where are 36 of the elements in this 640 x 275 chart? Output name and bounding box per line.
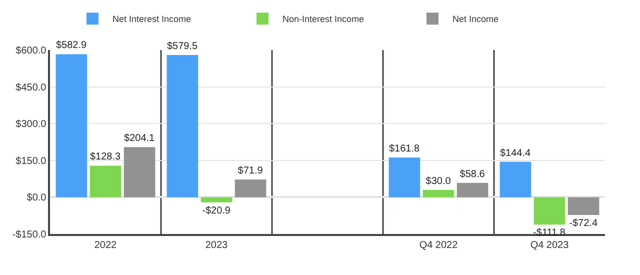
- bar: [500, 162, 532, 198]
- data-label: $579.5: [166, 41, 198, 52]
- data-label: $161.8: [388, 144, 420, 155]
- bar: [124, 147, 156, 198]
- bar: [166, 55, 198, 198]
- x-tick-label: Q4 2023: [530, 240, 570, 251]
- bar: [534, 197, 566, 225]
- bar: [90, 166, 122, 198]
- bar: [234, 180, 266, 198]
- y-tick-label: $300.0: [16, 119, 47, 130]
- data-label: $71.9: [238, 166, 264, 177]
- legend-label: Net Interest Income: [112, 14, 192, 24]
- y-tick-label: $0.0: [26, 192, 47, 204]
- legend-label: Net Income: [452, 14, 499, 24]
- data-label: $144.4: [500, 148, 531, 159]
- x-tick-label: Q4 2022: [419, 240, 458, 251]
- x-tick-label: 2022: [94, 240, 118, 251]
- legend-label: Non-Interest Income: [282, 14, 364, 24]
- data-label: $582.9: [56, 40, 87, 52]
- data-label: -$72.4: [569, 218, 598, 229]
- y-tick-label: $450.0: [16, 82, 47, 94]
- y-tick-label: -$150.0: [12, 230, 47, 240]
- bar: [200, 197, 232, 202]
- bar: [56, 54, 88, 198]
- x-tick-label: 2023: [205, 240, 228, 251]
- data-label: $204.1: [124, 133, 156, 144]
- bar: [456, 182, 488, 198]
- y-tick-label: $600.0: [16, 46, 47, 56]
- bar: [388, 158, 420, 198]
- data-label: $128.3: [90, 152, 122, 163]
- bar: [422, 190, 454, 198]
- data-label: $58.6: [460, 168, 486, 180]
- bar: [568, 197, 600, 215]
- data-label: -$20.9: [202, 205, 231, 216]
- data-label: $30.0: [426, 176, 452, 187]
- y-tick-label: $150.0: [16, 156, 47, 167]
